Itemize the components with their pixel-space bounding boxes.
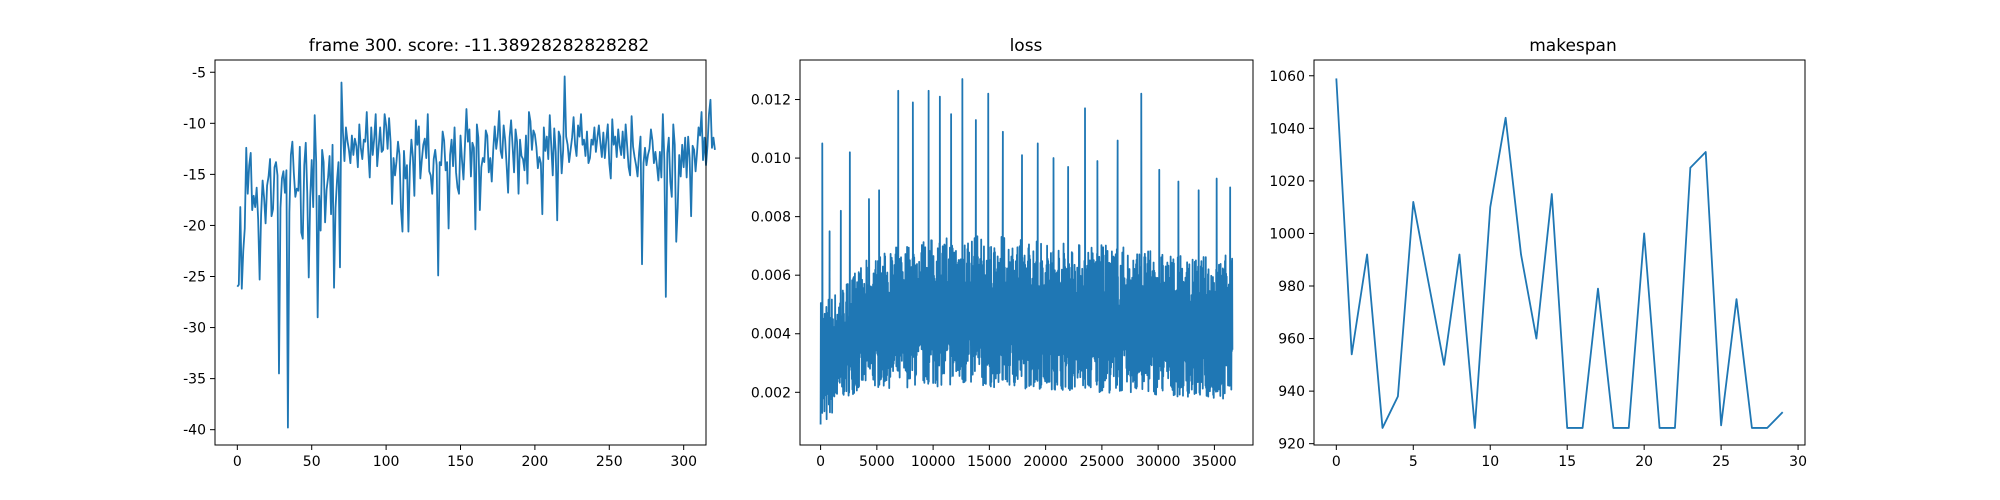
panel-makespan-y-tick-label: 1060 — [1269, 69, 1305, 85]
panel-makespan: makespan 0 5 10 15 20 25 30 920 940 960 980 1000 10… — [1269, 36, 1807, 470]
makespan-series-line — [1335, 78, 1784, 429]
panel-makespan-plot-area — [1335, 78, 1784, 429]
panel-makespan-y-axis: 920 940 960 980 1000 1020 1040 1060 — [1269, 69, 1314, 453]
panel-loss-x-tick-label: 5000 — [859, 454, 895, 470]
panel-loss: loss 0 5000 10000 15000 20000 25000 30000 35000… — [751, 36, 1254, 470]
panel-makespan-title: makespan — [1529, 36, 1617, 56]
panel-score-y-tick-label: -25 — [183, 269, 206, 285]
panel-score-y-tick-label: -40 — [183, 423, 206, 439]
panel-loss-x-tick-label: 25000 — [1080, 454, 1125, 470]
panel-loss-x-tick-label: 35000 — [1192, 454, 1237, 470]
panel-score-x-tick-label: 100 — [373, 454, 400, 470]
panel-score-title: frame 300. score: -11.38928282828282 — [309, 36, 649, 56]
panel-makespan-x-tick-label: 0 — [1332, 454, 1341, 470]
panel-loss-y-tick-label: 0.008 — [751, 210, 791, 226]
panel-makespan-y-tick-label: 940 — [1278, 384, 1305, 400]
panel-loss-y-tick-label: 0.010 — [751, 151, 791, 167]
panel-makespan-x-tick-label: 5 — [1409, 454, 1418, 470]
panel-loss-y-tick-label: 0.006 — [751, 268, 791, 284]
panel-makespan-y-tick-label: 1040 — [1269, 121, 1305, 137]
panel-makespan-x-axis: 0 5 10 15 20 25 30 — [1332, 445, 1807, 470]
panel-score-x-axis: 0 50 100 150 200 250 300 — [233, 445, 697, 470]
panel-score-y-tick-label: -10 — [183, 116, 206, 132]
panel-score-y-tick-label: -30 — [183, 321, 206, 337]
panel-score-x-tick-label: 250 — [596, 454, 623, 470]
panel-makespan-x-tick-label: 15 — [1558, 454, 1576, 470]
panel-loss-x-tick-label: 30000 — [1136, 454, 1181, 470]
panel-score-plot-area — [236, 75, 716, 429]
panel-loss-y-tick-label: 0.012 — [751, 93, 791, 109]
panel-loss-x-axis: 0 5000 10000 15000 20000 25000 30000 35000 — [816, 445, 1237, 470]
panel-makespan-x-tick-label: 20 — [1635, 454, 1653, 470]
panel-makespan-y-tick-label: 1020 — [1269, 174, 1305, 190]
panel-makespan-y-tick-label: 980 — [1278, 279, 1305, 295]
panel-loss-y-tick-label: 0.002 — [751, 385, 791, 401]
panel-makespan-y-tick-label: 1000 — [1269, 226, 1305, 242]
panel-loss-axes-frame — [799, 59, 1254, 446]
panel-score-y-axis: -40 -35 -30 -25 -20 -15 -10 -5 — [183, 65, 215, 439]
panel-score-x-tick-label: 50 — [303, 454, 321, 470]
panel-score-y-tick-label: -15 — [183, 167, 206, 183]
panel-score-y-tick-label: -20 — [183, 218, 206, 234]
panel-loss-x-tick-label: 10000 — [911, 454, 956, 470]
panel-makespan-x-tick-label: 10 — [1481, 454, 1499, 470]
panel-makespan-x-tick-label: 25 — [1712, 454, 1730, 470]
panel-makespan-x-tick-label: 30 — [1789, 454, 1807, 470]
panel-loss-title: loss — [1010, 36, 1043, 56]
panel-score-x-tick-label: 0 — [233, 454, 242, 470]
panel-score-y-tick-label: -35 — [183, 372, 206, 388]
panel-makespan-y-tick-label: 960 — [1278, 332, 1305, 348]
score-series-line — [236, 75, 716, 429]
panel-score-x-tick-label: 200 — [522, 454, 549, 470]
panel-loss-y-axis: 0.002 0.004 0.006 0.008 0.010 0.012 — [751, 93, 800, 401]
panel-loss-x-tick-label: 15000 — [967, 454, 1012, 470]
panel-score: frame 300. score: -11.38928282828282 0 50… — [183, 36, 716, 470]
panel-score-x-tick-label: 300 — [670, 454, 697, 470]
panel-score-y-tick-label: -5 — [192, 65, 206, 81]
panel-makespan-axes-frame — [1313, 59, 1806, 446]
panel-loss-plot-area — [819, 78, 1234, 425]
panel-score-x-tick-label: 150 — [447, 454, 474, 470]
panel-loss-x-tick-label: 0 — [816, 454, 825, 470]
loss-series-line — [819, 78, 1234, 425]
panel-loss-y-tick-label: 0.004 — [751, 327, 791, 343]
panel-loss-x-tick-label: 20000 — [1023, 454, 1068, 470]
panel-makespan-y-tick-label: 920 — [1278, 437, 1305, 453]
